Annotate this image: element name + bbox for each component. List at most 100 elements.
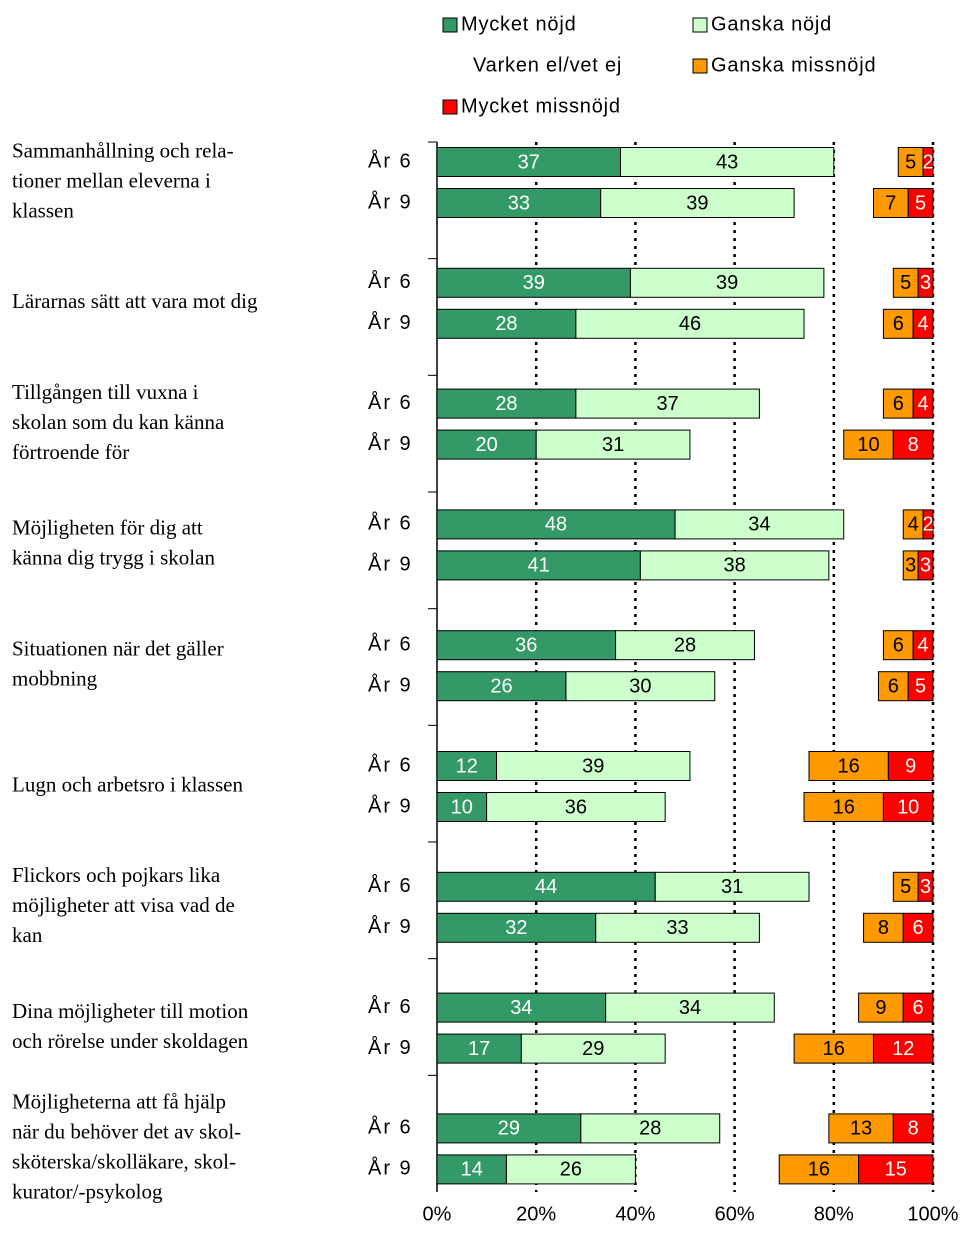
group-label: klassen [12, 198, 74, 222]
bar-segment [917, 267, 934, 298]
value-label: 4 [918, 313, 929, 335]
group-label: kurator/-psykolog [12, 1180, 163, 1204]
y-tick-label: År 9 [368, 190, 413, 213]
y-tick-label: År 6 [368, 874, 413, 897]
bar-segment [505, 1154, 636, 1185]
value-label: 33 [666, 917, 688, 939]
bar-segment [486, 792, 666, 822]
bar-segment [436, 188, 602, 218]
value-label: 34 [510, 997, 532, 1019]
value-label: 8 [908, 1118, 919, 1140]
group-label: tioner mellan eleverna i [12, 168, 211, 192]
y-tick-label: År 6 [368, 391, 413, 414]
y-tick-label: År 9 [368, 794, 413, 817]
legend-label: Ganska missnöjd [711, 54, 876, 76]
bar-segment [917, 550, 934, 581]
x-tick-label: 0% [423, 1203, 452, 1225]
bar-segment [804, 309, 883, 338]
y-tick-label: År 6 [368, 995, 413, 1018]
value-label: 30 [629, 675, 651, 697]
bar-segment [575, 308, 805, 339]
bar-segment [605, 992, 775, 1023]
group-label: Situationen när det gäller [12, 637, 224, 661]
bar-segment [892, 871, 919, 902]
value-label: 48 [545, 514, 567, 536]
bar-segment [793, 1033, 874, 1064]
bar-segment [912, 630, 934, 661]
bar-segment [754, 631, 883, 660]
value-label: 6 [893, 393, 904, 415]
legend-swatch [692, 58, 708, 74]
value-label: 6 [888, 675, 899, 697]
bar-segment [863, 912, 904, 943]
value-label: 39 [523, 272, 545, 294]
value-label: 16 [823, 1038, 845, 1060]
bar-segment [520, 1033, 666, 1064]
value-label: 13 [850, 1118, 872, 1140]
group-label: mobbning [12, 667, 98, 691]
bar-segment [892, 429, 934, 460]
bar-segment [882, 630, 914, 661]
group-label: sköterska/skolläkare, skol- [12, 1150, 236, 1174]
bar-segment [436, 1033, 522, 1064]
x-tick-label: 100% [907, 1203, 958, 1225]
bar-segment [665, 1034, 794, 1063]
bar-segment [882, 308, 914, 339]
value-label: 39 [686, 192, 708, 214]
value-label: 28 [674, 634, 696, 656]
value-label: 3 [920, 876, 931, 898]
y-tick-label: År 9 [368, 673, 413, 696]
legend-swatch [692, 17, 708, 33]
x-tick-label: 40% [615, 1203, 655, 1225]
value-label: 2 [922, 514, 933, 536]
value-label: 8 [908, 434, 919, 456]
value-label: 10 [857, 434, 879, 456]
legend-label: Ganska nöjd [711, 13, 832, 35]
value-label: 34 [679, 997, 701, 1019]
value-label: 37 [657, 393, 679, 415]
bar-segment [436, 871, 656, 902]
group-label: Möjligheterna att få hjälp [12, 1090, 226, 1114]
bar-segment [834, 148, 898, 177]
y-tick-label: År 9 [368, 311, 413, 334]
group-label: kan [12, 923, 43, 947]
value-label: 9 [905, 755, 916, 777]
group-label: möjligheter att visa vad de [12, 893, 235, 917]
bar-segment [897, 147, 924, 177]
bar-segment [809, 872, 893, 901]
value-label: 28 [495, 393, 517, 415]
legend-swatch [442, 17, 458, 33]
value-label: 39 [582, 755, 604, 777]
y-tick-label: År 9 [368, 553, 413, 576]
y-tick-label: År 9 [368, 1036, 413, 1059]
bar-segment [580, 1113, 721, 1144]
value-label: 15 [885, 1159, 907, 1181]
bar-segment [620, 147, 835, 177]
y-tick-label: År 9 [368, 432, 413, 455]
bar-segment [600, 188, 795, 218]
y-tick-label: År 6 [368, 753, 413, 776]
bar-segment [778, 1154, 860, 1185]
value-label: 37 [518, 151, 540, 173]
value-label: 4 [908, 514, 919, 536]
bar-segment [720, 1114, 829, 1143]
value-label: 36 [565, 796, 587, 818]
y-tick-label: År 9 [368, 1157, 413, 1180]
bar-segment [595, 912, 760, 943]
bar-segment [436, 1113, 582, 1144]
value-label: 16 [808, 1159, 830, 1181]
value-label: 10 [451, 796, 473, 818]
value-label: 28 [495, 313, 517, 335]
value-label: 29 [582, 1038, 604, 1060]
value-label: 8 [878, 917, 889, 939]
value-label: 14 [461, 1159, 483, 1181]
bar-segment [615, 630, 755, 661]
bar-segment [892, 267, 919, 298]
bar-segment [690, 752, 809, 781]
y-tick-label: År 6 [368, 632, 413, 655]
value-label: 20 [475, 434, 497, 456]
bar-segment [872, 1033, 934, 1064]
bar-segment [715, 672, 879, 701]
value-label: 6 [913, 997, 924, 1019]
